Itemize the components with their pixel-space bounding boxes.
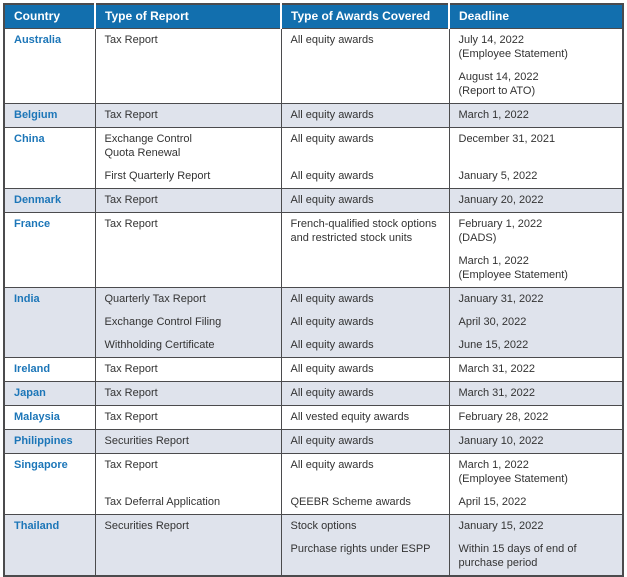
deadline-cell: March 31, 2022 [448, 357, 623, 382]
table-row: Exchange Control Filing All equity awards… [4, 311, 623, 334]
table-row: Singapore Tax Report All equity awards Marc… [4, 453, 623, 515]
country-cell: Australia [4, 28, 95, 104]
report-cell [94, 250, 281, 288]
awards-cell [280, 66, 449, 104]
table-row: India Quarterly Tax Report All equity awar… [4, 287, 623, 358]
deadline-cell: April 30, 2022 [448, 311, 623, 334]
awards-cell: All vested equity awards [280, 405, 449, 430]
deadline-cell: March 1, 2022 (Employee Statement) [448, 453, 623, 491]
report-cell [94, 66, 281, 104]
table-row: August 14, 2022 (Report to ATO) [4, 66, 623, 104]
country-cell: France [4, 212, 95, 288]
deadline-cell: January 31, 2022 [448, 287, 623, 311]
awards-cell: QEEBR Scheme awards [280, 491, 449, 515]
country-cell: Belgium [4, 103, 95, 128]
awards-cell: All equity awards [280, 188, 449, 213]
table-row: Thailand Securities Report Stock options Ja… [4, 514, 623, 576]
deadline-cell: March 31, 2022 [448, 381, 623, 406]
awards-cell: All equity awards [280, 429, 449, 454]
table-row: Purchase rights under ESPP Within 15 days… [4, 538, 623, 576]
awards-cell: All equity awards [280, 127, 449, 165]
report-cell: Withholding Certificate [94, 334, 281, 358]
column-header-country: Country [4, 4, 95, 29]
report-cell: Exchange Control Filing [94, 311, 281, 334]
table-row: Tax Deferral Application QEEBR Scheme awa… [4, 491, 623, 515]
report-cell: Tax Report [94, 453, 281, 491]
report-cell: Securities Report [94, 429, 281, 454]
table-row: Australia Tax Report All equity awards July… [4, 28, 623, 104]
awards-cell: All equity awards [280, 28, 449, 66]
country-cell: Denmark [4, 188, 95, 213]
awards-cell: All equity awards [280, 334, 449, 358]
awards-cell: All equity awards [280, 453, 449, 491]
deadline-cell: April 15, 2022 [448, 491, 623, 515]
table-row: Malaysia Tax Report All vested equity awar… [4, 405, 623, 430]
awards-cell: All equity awards [280, 165, 449, 189]
compliance-deadlines-table: Country Type of Report Type of Awards Co… [3, 3, 624, 577]
deadline-cell: January 5, 2022 [448, 165, 623, 189]
country-cell: Japan [4, 381, 95, 406]
awards-cell: All equity awards [280, 311, 449, 334]
country-cell: China [4, 127, 95, 189]
report-cell: Tax Deferral Application [94, 491, 281, 515]
country-cell: Philippines [4, 429, 95, 454]
table-row: Philippines Securities Report All equity a… [4, 429, 623, 454]
column-header-type-of-awards-covered: Type of Awards Covered [280, 4, 449, 29]
table-row: Ireland Tax Report All equity awards March … [4, 357, 623, 382]
table-row: First Quarterly Report All equity awards J… [4, 165, 623, 189]
country-cell: India [4, 287, 95, 358]
deadline-cell: January 20, 2022 [448, 188, 623, 213]
report-cell: Tax Report [94, 28, 281, 66]
deadline-cell: March 1, 2022 [448, 103, 623, 128]
country-cell: Singapore [4, 453, 95, 515]
deadline-cell: January 10, 2022 [448, 429, 623, 454]
report-cell: Tax Report [94, 212, 281, 250]
deadline-cell: December 31, 2021 [448, 127, 623, 165]
country-cell: Ireland [4, 357, 95, 382]
table-row: March 1, 2022 (Employee Statement) [4, 250, 623, 288]
table-row: Japan Tax Report All equity awards March 31… [4, 381, 623, 406]
table-row: France Tax Report French-qualified stock o… [4, 212, 623, 288]
report-cell: Securities Report [94, 514, 281, 538]
deadline-cell: Within 15 days of end of purchase period [448, 538, 623, 576]
table-row: Withholding Certificate All equity awards… [4, 334, 623, 358]
report-cell: Tax Report [94, 357, 281, 382]
table-row: Denmark Tax Report All equity awards Januar… [4, 188, 623, 213]
awards-cell: All equity awards [280, 287, 449, 311]
table-body: Australia Tax Report All equity awards July… [4, 28, 623, 576]
deadline-cell: August 14, 2022 (Report to ATO) [448, 66, 623, 104]
table-row: China Exchange Control Quota Renewal All e… [4, 127, 623, 189]
awards-cell: Stock options [280, 514, 449, 538]
report-cell: Tax Report [94, 405, 281, 430]
awards-cell: French-qualified stock options and restr… [280, 212, 449, 250]
deadline-cell: January 15, 2022 [448, 514, 623, 538]
table-header: Country Type of Report Type of Awards Co… [4, 4, 623, 29]
deadline-cell: July 14, 2022 (Employee Statement) [448, 28, 623, 66]
awards-cell [280, 250, 449, 288]
table-row: Belgium Tax Report All equity awards March … [4, 103, 623, 128]
country-cell: Malaysia [4, 405, 95, 430]
report-cell: First Quarterly Report [94, 165, 281, 189]
deadline-cell: February 1, 2022 (DADS) [448, 212, 623, 250]
report-cell: Tax Report [94, 188, 281, 213]
report-cell: Tax Report [94, 103, 281, 128]
awards-cell: All equity awards [280, 357, 449, 382]
report-cell: Tax Report [94, 381, 281, 406]
deadline-cell: March 1, 2022 (Employee Statement) [448, 250, 623, 288]
report-cell: Quarterly Tax Report [94, 287, 281, 311]
country-cell: Thailand [4, 514, 95, 576]
report-cell: Exchange Control Quota Renewal [94, 127, 281, 165]
awards-cell: All equity awards [280, 381, 449, 406]
column-header-deadline: Deadline [448, 4, 623, 29]
deadline-cell: February 28, 2022 [448, 405, 623, 430]
column-header-type-of-report: Type of Report [94, 4, 281, 29]
report-cell [94, 538, 281, 576]
awards-cell: All equity awards [280, 103, 449, 128]
deadline-cell: June 15, 2022 [448, 334, 623, 358]
header-row: Country Type of Report Type of Awards Co… [4, 4, 623, 29]
awards-cell: Purchase rights under ESPP [280, 538, 449, 576]
